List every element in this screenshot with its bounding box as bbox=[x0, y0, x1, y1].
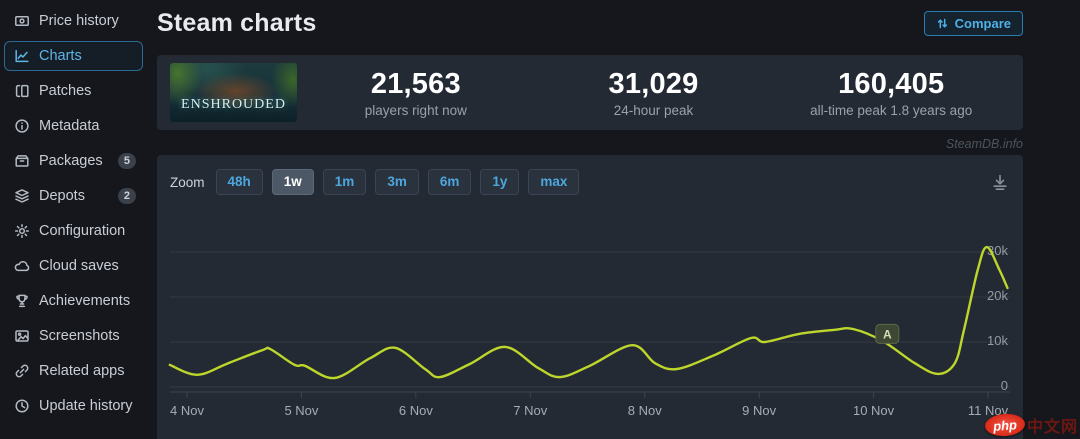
php-cn-text: 中文网 bbox=[1026, 419, 1078, 436]
sidebar-item-label: Related apps bbox=[39, 363, 125, 379]
sidebar-item-label: Update history bbox=[39, 398, 133, 414]
sidebar-item-cloud-saves[interactable]: Cloud saves bbox=[4, 251, 143, 281]
sidebar-item-label: Metadata bbox=[39, 118, 100, 134]
steamdb-watermark: SteamDB.info bbox=[945, 136, 1023, 151]
clock-icon bbox=[14, 398, 30, 414]
zoom-range-button-3m[interactable]: 3m bbox=[375, 169, 419, 195]
x-axis-tick-label: 10 Nov bbox=[853, 403, 895, 418]
x-axis-tick-label: 8 Nov bbox=[628, 403, 662, 418]
x-axis-tick-label: 7 Nov bbox=[513, 403, 547, 418]
sidebar-item-price-history[interactable]: Price history bbox=[4, 6, 143, 36]
sidebar: Price history Charts Patches Metadata Packag… bbox=[0, 0, 147, 439]
zoom-label: Zoom bbox=[170, 174, 205, 190]
stat-label: 24-hour peak bbox=[613, 102, 694, 118]
stat-value: 31,029 bbox=[608, 67, 699, 100]
y-axis-tick-label: 20k bbox=[987, 288, 1008, 303]
zoom-range-button-48h[interactable]: 48h bbox=[215, 169, 263, 195]
x-axis-tick-label: 5 Nov bbox=[284, 403, 318, 418]
stat-24h-peak: 31,029 24-hour peak bbox=[535, 68, 773, 118]
x-axis-tick-label: 9 Nov bbox=[742, 403, 776, 418]
x-axis-tick-label: 4 Nov bbox=[170, 403, 204, 418]
game-title: ENSHROUDED bbox=[181, 97, 286, 112]
stat-label: players right now bbox=[364, 102, 467, 118]
diff-icon bbox=[14, 83, 30, 99]
sidebar-item-patches[interactable]: Patches bbox=[4, 76, 143, 106]
players-series-line bbox=[168, 245, 1009, 380]
zoom-range-button-1w[interactable]: 1w bbox=[271, 169, 314, 195]
cloud-icon bbox=[14, 258, 30, 274]
trophy-icon bbox=[14, 293, 30, 309]
sidebar-item-packages[interactable]: Packages 5 bbox=[4, 146, 143, 176]
sidebar-item-charts[interactable]: Charts bbox=[4, 41, 143, 71]
banknote-icon bbox=[14, 13, 30, 29]
chart-annotation-flag[interactable] bbox=[875, 323, 900, 344]
stat-value: 21,563 bbox=[370, 67, 461, 100]
sidebar-item-label: Packages bbox=[39, 153, 103, 169]
stat-current-players: 21,563 players right now bbox=[297, 68, 535, 118]
image-icon bbox=[14, 328, 30, 344]
page-header: Steam charts Compare bbox=[157, 0, 1023, 46]
y-axis-tick-label: 0 bbox=[1001, 378, 1008, 393]
zoom-range-button-1y[interactable]: 1y bbox=[480, 169, 520, 195]
stats-panel: ENSHROUDED 21,563 players right now 31,0… bbox=[157, 55, 1023, 130]
compare-arrows-icon bbox=[936, 17, 949, 30]
line-chart-icon bbox=[14, 48, 30, 64]
zoom-range-button-6m[interactable]: 6m bbox=[427, 169, 472, 195]
compare-button-label: Compare bbox=[954, 15, 1011, 31]
count-badge: 2 bbox=[117, 188, 136, 204]
gear-icon bbox=[14, 223, 30, 239]
sidebar-item-label: Screenshots bbox=[39, 328, 120, 344]
sidebar-item-label: Charts bbox=[39, 48, 82, 64]
sidebar-item-depots[interactable]: Depots 2 bbox=[4, 181, 143, 211]
compare-button[interactable]: Compare bbox=[923, 10, 1023, 36]
chart-controls: Zoom 48h 1w 1m 3m 6m 1y max bbox=[170, 169, 1010, 195]
sidebar-item-label: Achievements bbox=[39, 293, 131, 309]
chart-annotation-label: A bbox=[883, 327, 892, 341]
sidebar-item-label: Depots bbox=[39, 188, 85, 204]
main-content: Steam charts Compare ENSHROUDED 21,563 p… bbox=[157, 0, 1023, 439]
stat-value: 160,405 bbox=[838, 67, 945, 100]
php-cn-watermark: php 中文网 bbox=[984, 412, 1078, 438]
info-icon bbox=[14, 118, 30, 134]
game-capsule-image[interactable]: ENSHROUDED bbox=[170, 63, 297, 122]
layers-icon bbox=[14, 188, 30, 204]
stat-label: all-time peak 1.8 years ago bbox=[810, 102, 973, 118]
php-logo: php bbox=[984, 412, 1026, 438]
sidebar-item-label: Cloud saves bbox=[39, 258, 119, 274]
sidebar-item-configuration[interactable]: Configuration bbox=[4, 216, 143, 246]
sidebar-item-achievements[interactable]: Achievements bbox=[4, 286, 143, 316]
stat-alltime-peak: 160,405 all-time peak 1.8 years ago bbox=[772, 68, 1010, 118]
x-axis-tick-label: 6 Nov bbox=[399, 403, 433, 418]
sidebar-item-label: Price history bbox=[39, 13, 119, 29]
zoom-range-button-1m[interactable]: 1m bbox=[322, 169, 367, 195]
sidebar-item-metadata[interactable]: Metadata bbox=[4, 111, 143, 141]
download-icon[interactable] bbox=[990, 173, 1010, 192]
sidebar-item-update-history[interactable]: Update history bbox=[4, 391, 143, 421]
zoom-range-button-max[interactable]: max bbox=[528, 169, 580, 195]
sidebar-item-screenshots[interactable]: Screenshots bbox=[4, 321, 143, 351]
chart-panel: Zoom 48h 1w 1m 3m 6m 1y max 0 10k 20k 30k 4 Nov 5 N… bbox=[157, 155, 1023, 439]
sidebar-item-related-apps[interactable]: Related apps bbox=[4, 356, 143, 386]
link-icon bbox=[14, 363, 30, 379]
box-icon bbox=[14, 153, 30, 169]
sidebar-item-label: Configuration bbox=[39, 223, 126, 239]
count-badge: 5 bbox=[117, 153, 136, 169]
sidebar-item-label: Patches bbox=[39, 83, 92, 99]
page-title: Steam charts bbox=[157, 8, 317, 37]
y-axis-tick-label: 10k bbox=[987, 333, 1008, 348]
